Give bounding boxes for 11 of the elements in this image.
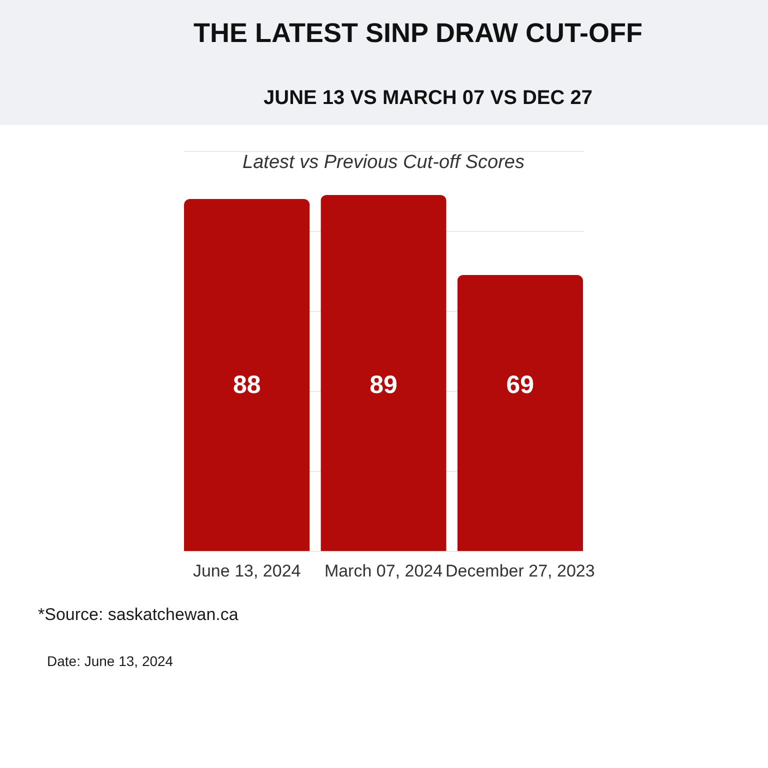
chart-subtitle: JUNE 13 VS MARCH 07 VS DEC 27 xyxy=(263,87,593,109)
data-label: 88 xyxy=(232,371,261,399)
text: *Source: saskatchewan.ca xyxy=(38,605,239,624)
data-label: 89 xyxy=(370,371,398,399)
x-tick-label: June 13, 2024 xyxy=(192,562,301,580)
data-label: 69 xyxy=(506,371,534,399)
text: Date: June 13, 2024 xyxy=(47,653,174,669)
annotation: Latest vs Previous Cut-off Scores xyxy=(242,152,525,173)
x-tick-label: December 27, 2023 xyxy=(445,562,595,580)
x-tick-label: March 07, 2024 xyxy=(324,562,443,580)
chart-title: THE LATEST SINP DRAW CUT-OFF xyxy=(194,18,642,48)
